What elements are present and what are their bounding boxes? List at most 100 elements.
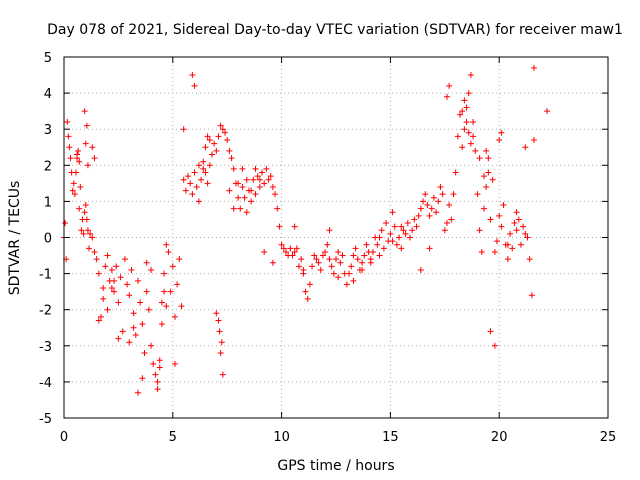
data-point	[198, 176, 205, 183]
data-point	[171, 313, 178, 320]
data-point	[346, 270, 353, 277]
data-point	[507, 230, 514, 237]
data-point	[352, 245, 359, 252]
data-point	[83, 122, 90, 129]
data-point	[335, 274, 342, 281]
data-point	[359, 266, 366, 273]
data-point	[78, 227, 85, 234]
data-point	[180, 176, 187, 183]
data-point	[441, 227, 448, 234]
data-point	[66, 144, 73, 151]
data-point	[141, 350, 148, 357]
data-point	[217, 350, 224, 357]
data-point	[439, 191, 446, 198]
data-point	[485, 155, 492, 162]
y-tick-label: 2	[44, 159, 52, 174]
data-point	[126, 339, 133, 346]
data-point	[276, 223, 283, 230]
data-point	[104, 252, 111, 259]
data-point	[491, 342, 498, 349]
data-point	[148, 266, 155, 273]
data-point	[391, 223, 398, 230]
data-point	[193, 183, 200, 190]
data-point	[389, 209, 396, 216]
data-point	[480, 205, 487, 212]
data-point	[404, 220, 411, 227]
data-point	[378, 227, 385, 234]
data-point	[77, 183, 84, 190]
data-point	[74, 151, 81, 158]
data-point	[174, 281, 181, 288]
data-point	[413, 223, 420, 230]
data-point	[165, 248, 172, 255]
data-point	[326, 227, 333, 234]
x-axis-label: GPS time / hours	[277, 458, 394, 474]
data-point	[126, 292, 133, 299]
data-point	[282, 248, 289, 255]
data-point	[437, 183, 444, 190]
data-point	[446, 202, 453, 209]
data-point	[218, 339, 225, 346]
data-point	[169, 263, 176, 270]
y-tick-label: -5	[39, 412, 52, 427]
data-point	[224, 137, 231, 144]
data-point	[187, 180, 194, 187]
data-point	[91, 248, 98, 255]
data-point	[206, 137, 213, 144]
data-point	[226, 147, 233, 154]
data-point	[311, 252, 318, 259]
data-point	[476, 155, 483, 162]
data-point	[291, 223, 298, 230]
data-point	[513, 227, 520, 234]
data-point	[454, 133, 461, 140]
data-point	[235, 180, 242, 187]
data-point	[206, 162, 213, 169]
data-point	[406, 234, 413, 241]
data-point	[339, 252, 346, 259]
y-tick-labels: -5 -4 -3 -2 -1 0 1 2 3 4 5	[39, 51, 52, 427]
data-point	[398, 245, 405, 252]
data-point	[443, 220, 450, 227]
data-point	[89, 144, 96, 151]
data-point	[491, 248, 498, 255]
data-point	[483, 183, 490, 190]
data-point	[317, 266, 324, 273]
data-point	[298, 256, 305, 263]
data-point	[111, 277, 118, 284]
data-point	[417, 205, 424, 212]
data-point	[428, 205, 435, 212]
data-point	[522, 144, 529, 151]
data-point	[150, 360, 157, 367]
data-point	[84, 162, 91, 169]
data-point	[143, 288, 150, 295]
data-point	[215, 133, 222, 140]
data-point	[154, 386, 161, 393]
data-point	[93, 256, 100, 263]
data-point	[219, 371, 226, 378]
data-points	[61, 64, 551, 396]
data-point	[470, 118, 477, 125]
data-point	[433, 209, 440, 216]
data-point	[121, 256, 128, 263]
data-point	[158, 321, 165, 328]
data-point	[139, 375, 146, 382]
data-point	[513, 209, 520, 216]
data-point	[426, 245, 433, 252]
data-point	[274, 205, 281, 212]
data-point	[430, 194, 437, 201]
data-point	[71, 191, 78, 198]
data-point	[376, 252, 383, 259]
data-point	[296, 263, 303, 270]
data-point	[161, 270, 168, 277]
data-point	[383, 220, 390, 227]
data-point	[476, 227, 483, 234]
data-point	[248, 187, 255, 194]
data-point	[293, 245, 300, 252]
data-point	[100, 295, 107, 302]
data-point	[489, 176, 496, 183]
data-point	[176, 256, 183, 263]
data-point	[235, 194, 242, 201]
data-point	[137, 299, 144, 306]
data-point	[467, 72, 474, 79]
data-point	[289, 252, 296, 259]
